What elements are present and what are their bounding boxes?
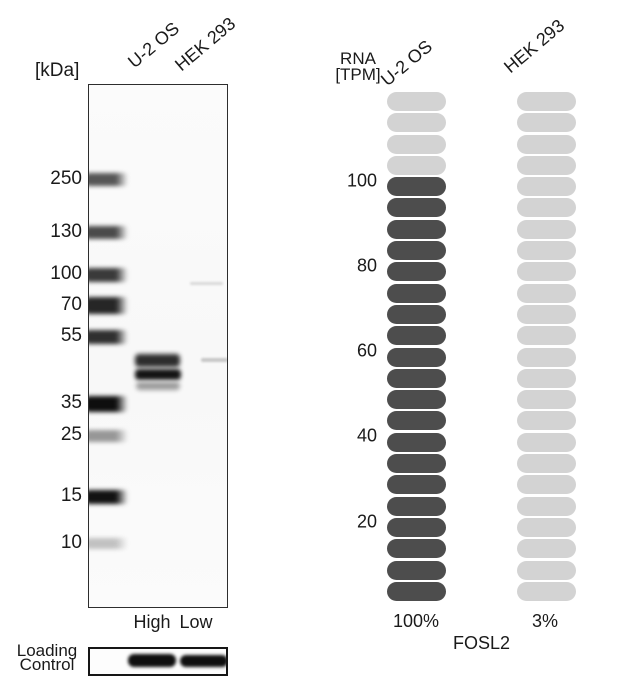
tpm-segment-hek293-90 [517, 219, 576, 239]
tpm-column-u2os [387, 92, 446, 603]
marker-band-35 [89, 396, 128, 412]
tpm-segment-u2os-35 [387, 454, 446, 474]
tpm-segment-u2os-55 [387, 368, 446, 388]
tpm-segment-hek293-35 [517, 454, 576, 474]
marker-label-100: 100 [50, 263, 82, 284]
gene-title: FOSL2 [452, 633, 511, 653]
tpm-segment-hek293-95 [517, 198, 576, 218]
rna-tpm-axis-label: RNA [TPM] [328, 49, 388, 84]
tpm-segment-hek293-85 [517, 241, 576, 261]
tpm-segment-hek293-110 [517, 134, 576, 154]
tick-label-80: 80 [356, 255, 377, 276]
tpm-segment-hek293-60 [517, 347, 576, 367]
tpm-segment-hek293-50 [517, 390, 576, 410]
percent-label-u2os: 100% [392, 611, 440, 631]
tpm-segment-hek293-100 [517, 177, 576, 197]
tpm-segment-hek293-65 [517, 326, 576, 346]
tpm-segment-u2os-20 [387, 517, 446, 537]
tick-label-40: 40 [356, 425, 377, 446]
marker-label-130: 130 [50, 220, 82, 242]
tpm-segment-u2os-100 [387, 177, 446, 197]
loading-control-band-1 [180, 655, 226, 667]
tpm-segment-hek293-80 [517, 262, 576, 282]
tpm-segment-hek293-25 [517, 496, 576, 516]
tpm-segment-u2os-85 [387, 241, 446, 261]
sample-band-0 [135, 354, 180, 367]
amount-label-low: Low [179, 612, 213, 632]
tpm-segment-u2os-110 [387, 134, 446, 154]
percent-label-hek293: 3% [531, 611, 559, 631]
marker-label-10: 10 [60, 531, 82, 553]
loading-control-band-0 [128, 654, 176, 667]
tpm-segment-u2os-80 [387, 262, 446, 282]
blot-lane-label-hek293: HEK 293 [171, 13, 240, 76]
tpm-segment-u2os-25 [387, 496, 446, 516]
sample-band-2 [136, 382, 180, 390]
tpm-segment-hek293-40 [517, 432, 576, 452]
tpm-segment-hek293-70 [517, 304, 576, 324]
tpm-column-hek293 [517, 92, 576, 603]
marker-band-100 [89, 268, 128, 282]
tpm-segment-u2os-5 [387, 581, 446, 601]
tick-label-20: 20 [356, 511, 377, 531]
marker-band-55 [89, 330, 128, 344]
tpm-segment-u2os-70 [387, 304, 446, 324]
sample-band-4 [201, 358, 227, 362]
tpm-segment-u2os-50 [387, 390, 446, 410]
tick-label-100: 100 [346, 170, 377, 191]
marker-label-250: 250 [50, 167, 82, 189]
tpm-segment-u2os-15 [387, 539, 446, 559]
tpm-segment-u2os-75 [387, 283, 446, 303]
marker-label-35: 35 [60, 392, 82, 413]
sample-band-3 [190, 282, 223, 285]
rna-tpm-axis-label-line2: [TPM] [335, 65, 381, 84]
marker-band-250 [89, 173, 128, 186]
rna-tpm-axis-label-line1: RNA [340, 49, 376, 68]
marker-label-15: 15 [60, 485, 82, 506]
tpm-segment-hek293-120 [517, 92, 576, 111]
tpm-segment-u2os-115 [387, 113, 446, 133]
loading-control-label-line1: Loading [16, 641, 78, 660]
tpm-segment-u2os-40 [387, 432, 446, 452]
tpm-segment-hek293-10 [517, 560, 576, 580]
chart-lane-label-hek293: HEK 293 [500, 15, 569, 78]
amount-label-high: High [133, 612, 171, 632]
sample-band-1 [135, 369, 181, 380]
tpm-segment-u2os-10 [387, 560, 446, 580]
marker-band-130 [89, 226, 128, 239]
marker-label-25: 25 [60, 424, 82, 445]
tpm-segment-hek293-115 [517, 113, 576, 133]
tpm-segment-hek293-15 [517, 539, 576, 559]
loading-control-label-line2: Control [19, 655, 75, 674]
tpm-segment-u2os-90 [387, 219, 446, 239]
tpm-segment-hek293-30 [517, 475, 576, 495]
tpm-segment-u2os-95 [387, 198, 446, 218]
tpm-segment-hek293-105 [517, 155, 576, 175]
marker-label-55: 55 [60, 325, 82, 346]
western-blot-image [88, 84, 228, 608]
tpm-segment-u2os-60 [387, 347, 446, 367]
tpm-segment-hek293-45 [517, 411, 576, 431]
loading-control-blot [88, 647, 228, 676]
tpm-segment-hek293-55 [517, 368, 576, 388]
tpm-segment-hek293-5 [517, 581, 576, 601]
marker-label-70: 70 [60, 293, 82, 315]
tpm-segment-u2os-65 [387, 326, 446, 346]
tpm-segment-u2os-45 [387, 411, 446, 431]
marker-band-70 [89, 297, 128, 314]
tpm-segment-u2os-105 [387, 155, 446, 175]
tick-label-60: 60 [356, 340, 377, 361]
marker-band-25 [89, 430, 128, 442]
marker-band-15 [89, 490, 128, 504]
kda-unit-label: [kDa] [35, 60, 80, 81]
marker-band-10 [89, 538, 128, 549]
tpm-segment-hek293-20 [517, 517, 576, 537]
loading-control-label: Loading Control [8, 641, 86, 674]
tpm-segment-hek293-75 [517, 283, 576, 303]
tpm-segment-u2os-120 [387, 92, 446, 111]
tpm-segment-u2os-30 [387, 475, 446, 495]
